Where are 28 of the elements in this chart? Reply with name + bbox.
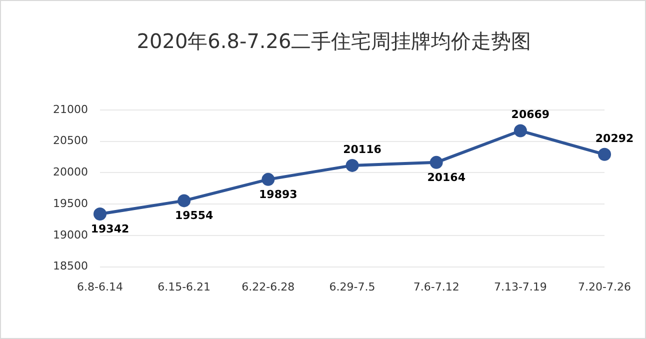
point [346,158,359,172]
point [178,194,191,208]
data-label: 19342 [90,222,130,236]
y-tick-label: 19500 [52,196,88,210]
point [598,148,612,161]
x-tick-label: 7.6-7.12 [413,280,460,294]
data-label: 19554 [174,209,214,222]
y-tick-label: 20000 [52,166,88,179]
data-label: 20116 [343,142,382,156]
data-label: 20292 [595,132,634,145]
data-label: 20164 [427,170,466,184]
x-tick-label: 7.13-7.19 [494,280,547,294]
y-tick-label: 21000 [52,102,88,116]
point [262,172,275,186]
x-tick-label: 6.15-6.21 [158,280,211,294]
x-tick-label: 7.20-7.26 [578,280,632,294]
chart-title: 2020年6.8-7.26二手住宅周挂牌均价走势图 [136,29,532,54]
y-tick-label: 19000 [52,228,88,242]
point [430,156,443,169]
data-label: 20669 [511,108,550,122]
point [514,124,527,138]
point [93,207,106,220]
data-label: 19893 [259,188,298,201]
y-tick-label: 18500 [52,260,88,273]
x-tick-label: 6.29-7.5 [329,280,376,294]
x-tick-label: 6.8-6.14 [77,280,123,294]
x-tick-label: 6.22-6.28 [242,280,295,294]
y-tick-label: 20500 [52,134,88,148]
